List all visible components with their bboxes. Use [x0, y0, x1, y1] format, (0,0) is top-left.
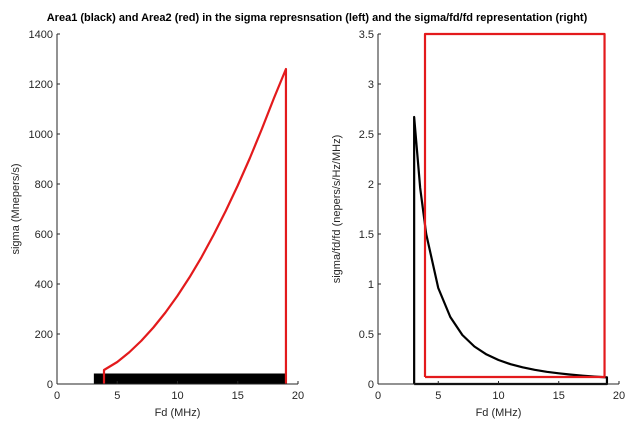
right-x-tick-label: 0 [375, 390, 381, 402]
right-y-tick-label: 3.5 [359, 29, 374, 41]
right-y-tick-label: 0 [368, 379, 374, 391]
left-y-tick-label: 400 [35, 279, 53, 291]
right-y-tick-label: 3 [368, 79, 374, 91]
right-y-axis-label: sigma/fd/fd (nepers/s/Hz/MHz) [331, 135, 343, 284]
right-x-tick-label: 10 [492, 390, 504, 402]
right-x-axis-label: Fd (MHz) [476, 407, 522, 419]
left-y-tick-label: 200 [35, 329, 53, 341]
left-y-tick-label: 1400 [29, 29, 53, 41]
left-x-tick-label: 5 [114, 390, 120, 402]
left-y-tick-label: 600 [35, 229, 53, 241]
right-series-black-line [413, 115, 609, 386]
figure-title: Area1 (black) and Area2 (red) in the sig… [47, 12, 588, 24]
left-x-tick-label: 10 [171, 390, 183, 402]
left-x-tick-label: 0 [54, 390, 60, 402]
right-y-tick-label: 1.5 [359, 229, 374, 241]
left-x-tick-label: 20 [292, 390, 304, 402]
right-x-tick-label: 5 [435, 390, 441, 402]
left-y-axis-label: sigma (Mnepers/s) [10, 163, 22, 254]
left-x-tick-label: 15 [232, 390, 244, 402]
left-y-tick-label: 800 [35, 179, 53, 191]
right-y-tick-label: 2 [368, 179, 374, 191]
right-y-tick-label: 1 [368, 279, 374, 291]
left-y-tick-label: 1000 [29, 129, 53, 141]
right-x-tick-label: 15 [553, 390, 565, 402]
right-axes: 0 5 10 15 20 0 0.5 1 1.5 2 2.5 3 3.5 Fd (MHz) sigma/fd… [331, 29, 625, 419]
right-x-tick-label: 20 [613, 390, 625, 402]
left-y-tick-label: 1200 [29, 79, 53, 91]
right-y-tick-label: 2.5 [359, 129, 374, 141]
left-x-axis-label: Fd (MHz) [155, 407, 201, 419]
right-y-tick-label: 0.5 [359, 329, 374, 341]
left-y-tick-label: 0 [47, 379, 53, 391]
left-series-red-line [102, 67, 288, 384]
left-series-black-band [93, 373, 287, 385]
right-series-red-line [423, 32, 606, 379]
